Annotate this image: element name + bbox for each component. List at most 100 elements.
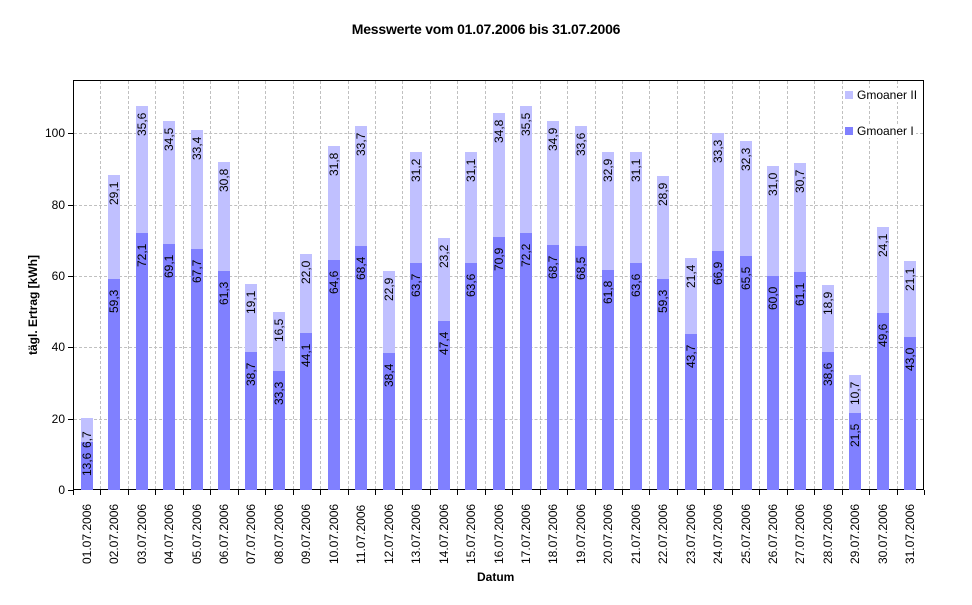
x-tick-label: 20.07.2006: [601, 503, 616, 564]
bar-segment-gmoaner-i: [135, 232, 148, 490]
value-label-gmoaner-i: 43,0: [903, 347, 918, 371]
v-gridline: [539, 81, 541, 489]
bar-segment-gmoaner-i: [904, 336, 917, 490]
bar-stack: [492, 113, 505, 490]
value-label-gmoaner-i: 67,7: [189, 259, 204, 283]
bar-segment-gmoaner-ii: [794, 162, 807, 273]
x-tick-label: 21.07.2006: [628, 503, 643, 564]
value-label-gmoaner-i: 44,1: [299, 343, 314, 367]
bar-stack: [272, 312, 285, 490]
v-gridline: [594, 81, 596, 489]
value-label-gmoaner-ii: 35,5: [518, 112, 533, 137]
value-label-gmoaner-ii: 23,2: [436, 244, 451, 269]
x-tick-label: 19.07.2006: [573, 503, 588, 564]
value-label-gmoaner-i: 68,4: [354, 256, 369, 281]
v-gridline: [649, 81, 651, 489]
v-gridline: [567, 81, 569, 489]
y-tick-label: 60: [51, 269, 65, 284]
v-gridline: [814, 81, 816, 489]
bar-segment-gmoaner-i: [465, 263, 478, 490]
bar-segment-gmoaner-ii: [849, 375, 862, 414]
x-tick: [429, 490, 431, 495]
x-tick: [704, 490, 706, 495]
bar-segment-gmoaner-i: [602, 269, 615, 490]
v-gridline: [265, 81, 267, 489]
v-gridline: [731, 81, 733, 489]
x-tick: [73, 490, 74, 495]
value-label-gmoaner-ii: 34,8: [491, 119, 506, 144]
bar-segment-gmoaner-i: [355, 246, 368, 490]
x-tick-label: 24.07.2006: [711, 503, 726, 564]
value-label-gmoaner-ii: 32,9: [601, 159, 616, 183]
v-gridline: [704, 81, 706, 489]
x-tick: [292, 490, 294, 495]
y-tick-label: 0: [58, 483, 65, 497]
value-label-gmoaner-i: 49,6: [875, 323, 890, 348]
v-gridline: [457, 81, 459, 489]
value-label-gmoaner-ii: 34,5: [162, 127, 177, 151]
x-tick-label: 01.07.2006: [79, 503, 94, 564]
bar-segment-gmoaner-i: [684, 334, 697, 490]
legend-label: Gmoaner II: [857, 88, 918, 102]
bar-segment-gmoaner-ii: [465, 152, 478, 264]
bar-stack: [355, 125, 368, 490]
value-label-gmoaner-ii: 31,2: [409, 158, 424, 182]
value-label-gmoaner-ii: 31,0: [766, 172, 781, 196]
bar-segment-gmoaner-i: [300, 332, 313, 490]
x-tick: [100, 490, 102, 495]
bar-segment-gmoaner-i: [108, 278, 121, 490]
x-tick-label: 25.07.2006: [738, 503, 753, 564]
value-label-gmoaner-ii: 33,7: [354, 132, 369, 156]
bar-stack: [602, 152, 615, 490]
bar-segment-gmoaner-ii: [821, 285, 834, 353]
value-label-gmoaner-ii: 6,7: [79, 430, 94, 448]
bar-segment-gmoaner-i: [712, 251, 725, 490]
x-tick: [539, 490, 541, 495]
x-tick-label: 09.07.2006: [299, 503, 314, 564]
x-tick-label: 08.07.2006: [271, 503, 286, 564]
bar-segment-gmoaner-ii: [684, 257, 697, 335]
value-label-gmoaner-i: 38,4: [381, 363, 396, 388]
bar-segment-gmoaner-ii: [437, 238, 450, 321]
bar-segment-gmoaner-ii: [245, 283, 258, 353]
x-tick: [155, 490, 157, 495]
bar-segment-gmoaner-ii: [519, 106, 532, 233]
bar-stack: [382, 271, 395, 490]
v-gridline: [622, 81, 624, 489]
y-tick-label: 100: [44, 126, 65, 141]
chart-title: Messwerte vom 01.07.2006 bis 31.07.2006: [351, 21, 621, 37]
x-tick: [347, 490, 349, 495]
bar-segment-gmoaner-ii: [547, 120, 560, 246]
x-tick: [869, 490, 871, 495]
x-tick: [649, 490, 651, 495]
legend-swatch-icon: [845, 91, 853, 99]
x-tick-label: 10.07.2006: [326, 503, 341, 564]
x-tick-label: 18.07.2006: [546, 503, 561, 564]
x-tick: [374, 490, 376, 495]
value-label-gmoaner-ii: 35,6: [134, 112, 149, 137]
x-tick: [457, 490, 459, 495]
y-tick-label: 80: [51, 197, 65, 212]
value-label-gmoaner-i: 61,3: [216, 282, 231, 306]
y-tick-label: 40: [51, 340, 65, 355]
x-tick: [759, 490, 761, 495]
bar-segment-gmoaner-i: [739, 256, 752, 490]
value-label-gmoaner-i: 43,7: [683, 344, 698, 369]
bar-segment-gmoaner-i: [217, 271, 230, 490]
x-tick-label: 07.07.2006: [244, 503, 259, 564]
x-tick-label: 30.07.2006: [875, 503, 890, 564]
x-tick-label: 12.07.2006: [381, 503, 396, 564]
legend-swatch-icon: [845, 127, 853, 135]
x-tick: [676, 490, 678, 495]
bar-segment-gmoaner-ii: [712, 132, 725, 252]
x-tick-label: 04.07.2006: [162, 503, 177, 564]
bar-segment-gmoaner-ii: [190, 129, 203, 249]
value-label-gmoaner-ii: 19,1: [244, 290, 259, 314]
bar-segment-gmoaner-ii: [80, 417, 93, 442]
bar-segment-gmoaner-ii: [410, 151, 423, 263]
bar-stack: [245, 283, 258, 490]
bar-segment-gmoaner-i: [574, 245, 587, 490]
v-gridline: [869, 81, 871, 489]
value-label-gmoaner-i: 63,7: [409, 273, 424, 297]
value-label-gmoaner-ii: 10,7: [848, 381, 863, 406]
